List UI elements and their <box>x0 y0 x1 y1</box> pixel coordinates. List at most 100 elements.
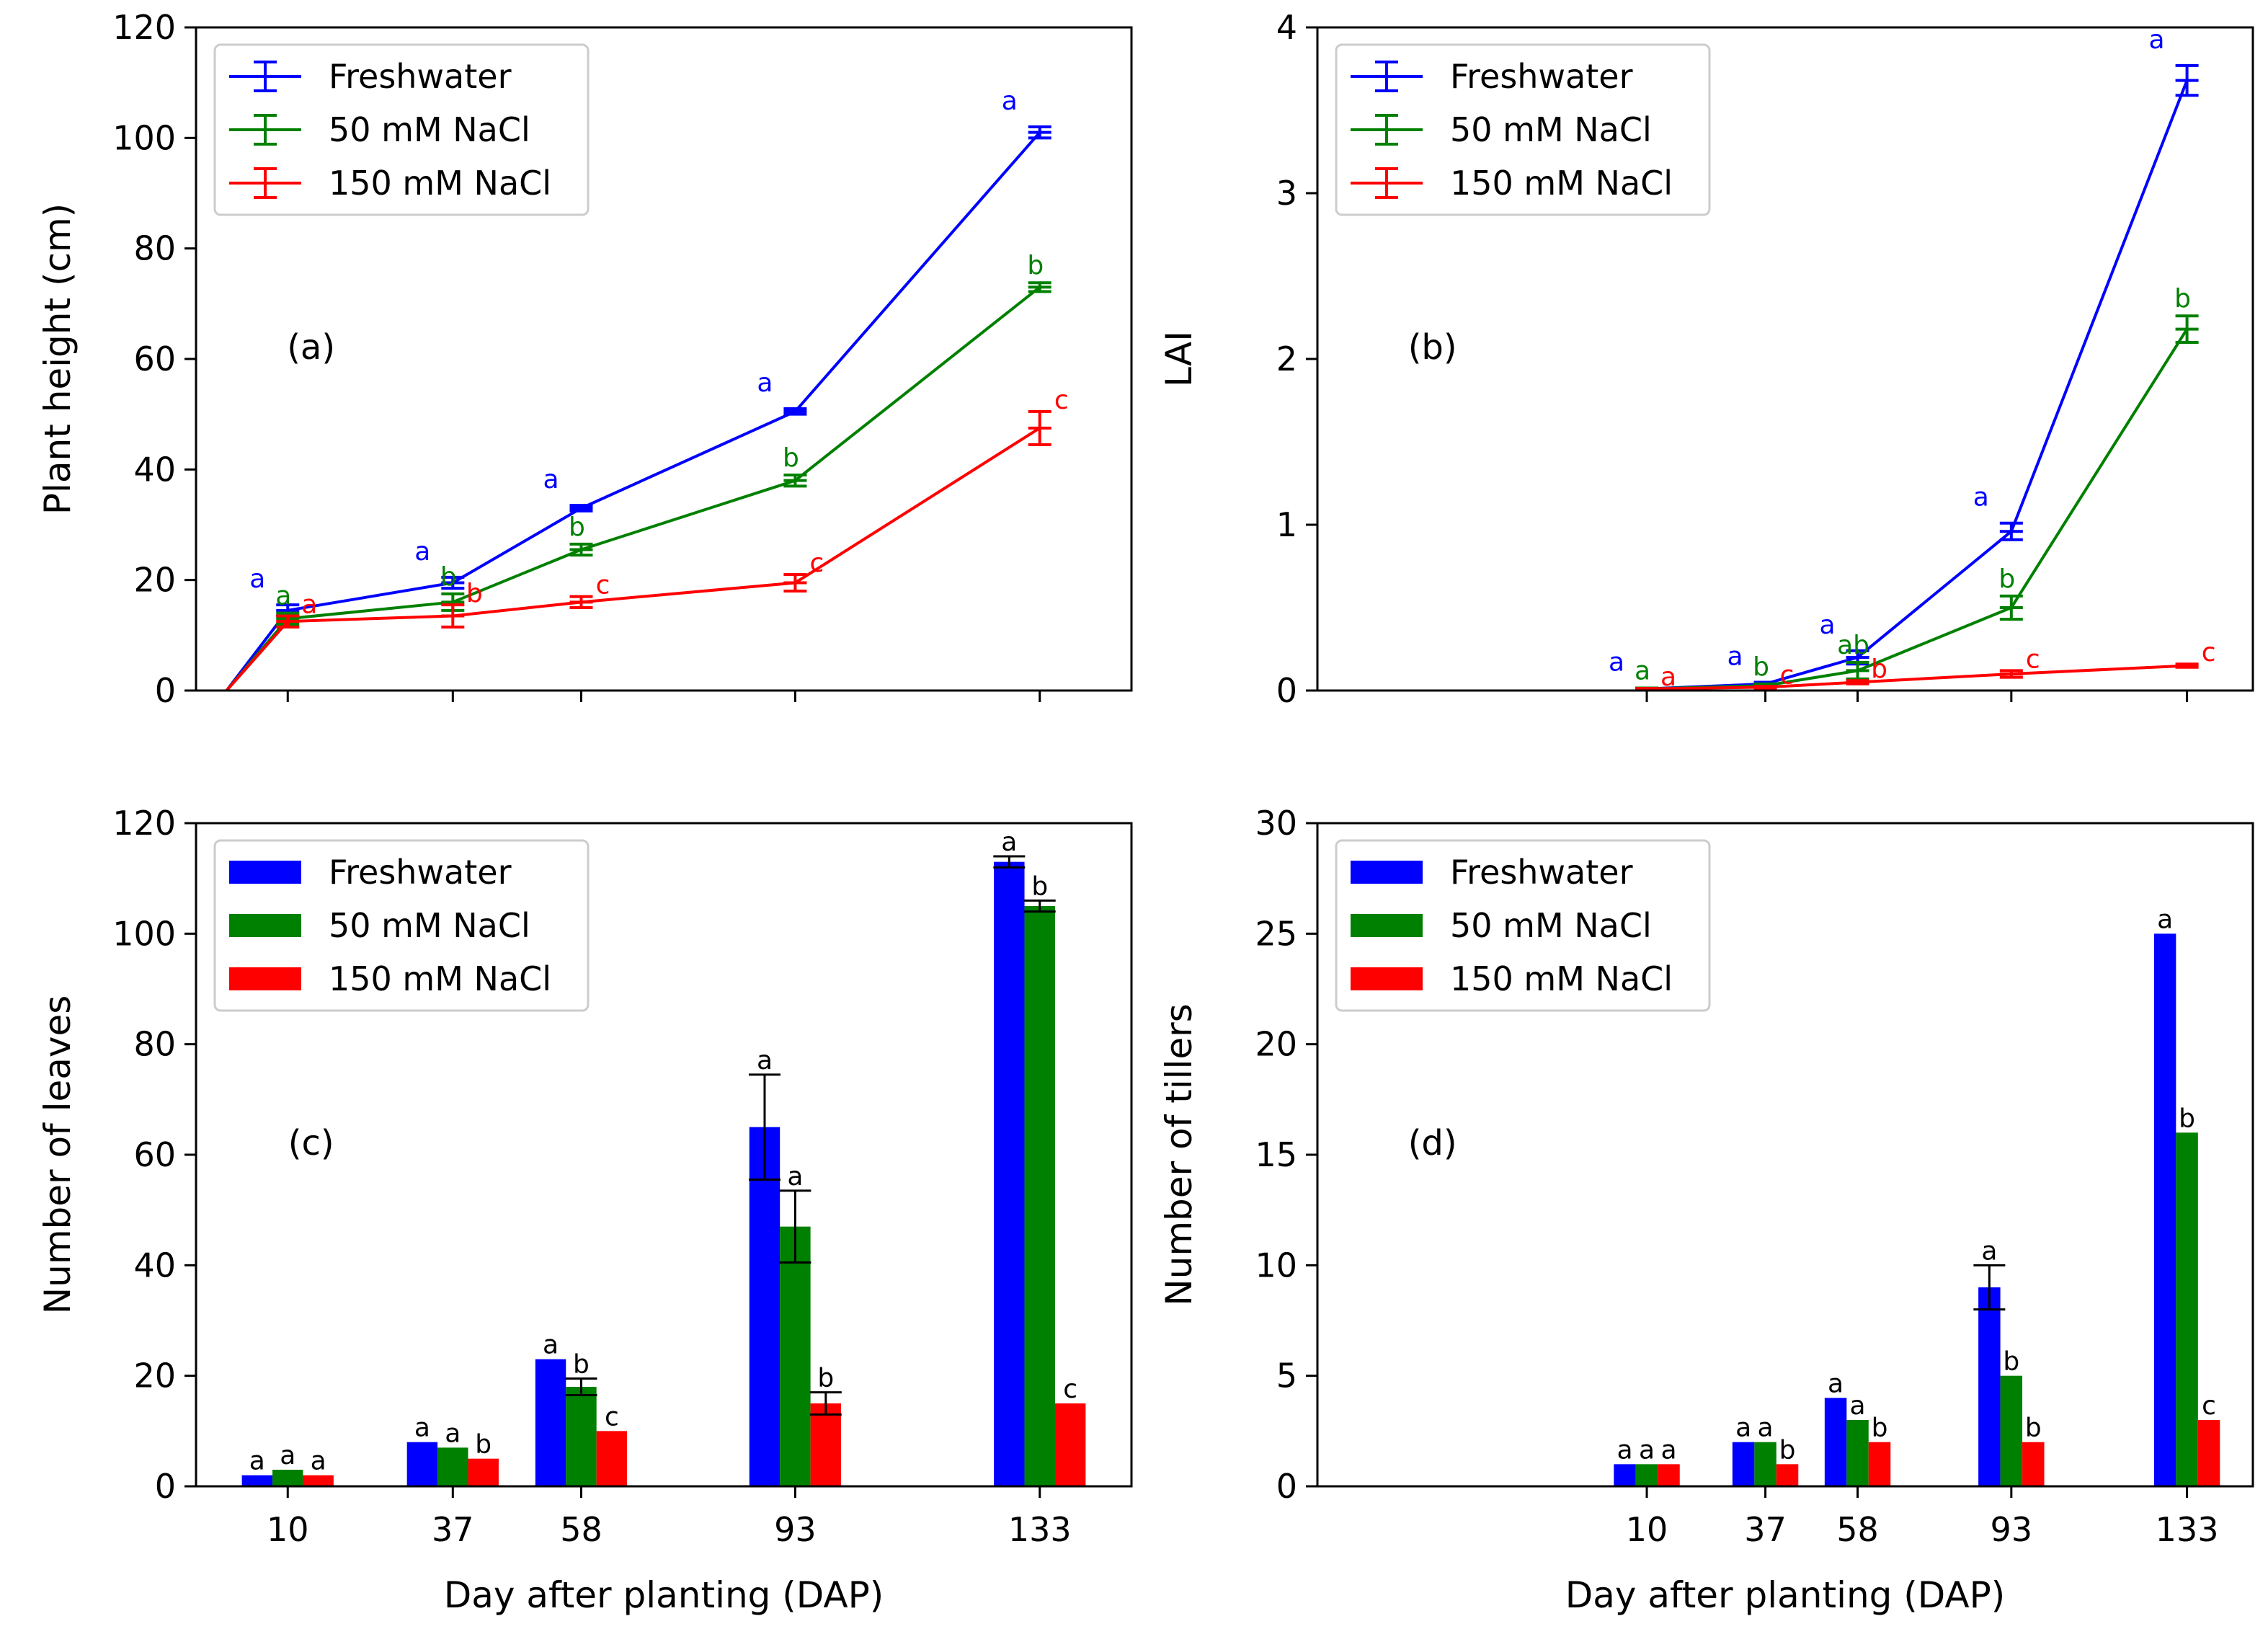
bar-nacl150 <box>596 1431 628 1486</box>
y-tick-label: 0 <box>1276 671 1297 710</box>
bar-nacl50 <box>566 1387 597 1486</box>
error-bar <box>1028 409 1051 446</box>
bar-nacl150 <box>1054 1403 1086 1486</box>
y-tick-label: 0 <box>155 671 176 710</box>
sig-letter: c <box>605 1402 619 1432</box>
y-tick-label: 100 <box>112 914 176 953</box>
bar-freshwater <box>1732 1442 1755 1486</box>
sig-letter: a <box>1660 662 1676 692</box>
sig-letter: c <box>1054 386 1069 415</box>
error-bar <box>2175 314 2199 344</box>
bar-nacl50 <box>1754 1442 1776 1486</box>
bar-nacl50 <box>437 1447 468 1486</box>
y-tick-label: 10 <box>1255 1246 1297 1284</box>
sig-letter: c <box>2026 644 2040 674</box>
bar-freshwater <box>406 1442 438 1486</box>
bar-nacl50 <box>780 1226 811 1486</box>
error-bar <box>1999 594 2023 621</box>
panel-label: (c) <box>288 1123 334 1163</box>
sig-letter: a <box>1981 1236 1997 1266</box>
sig-letter: ab <box>1837 631 1869 660</box>
legend-label: 150 mM NaCl <box>329 959 551 998</box>
error-bar <box>1028 281 1051 293</box>
x-axis-label: Day after planting (DAP) <box>1565 1574 2006 1616</box>
error-bar <box>783 573 807 593</box>
x-tick-label: 37 <box>1744 1510 1787 1549</box>
sig-letter: c <box>1780 660 1795 690</box>
sig-letter: b <box>440 562 457 592</box>
legend-label: Freshwater <box>329 57 512 96</box>
legend-swatch-nacl50 <box>229 914 301 937</box>
y-tick-label: 20 <box>133 1357 176 1395</box>
sig-letter: a <box>1820 611 1836 640</box>
y-tick-label: 80 <box>133 229 176 268</box>
sig-letter: a <box>1828 1369 1844 1398</box>
legend-label: Freshwater <box>329 853 512 892</box>
error-bar <box>1999 521 2023 541</box>
error-bar <box>1023 899 1056 913</box>
y-tick-label: 120 <box>112 804 176 843</box>
legend-swatch-freshwater <box>1351 861 1423 884</box>
error-bar <box>1846 660 1869 680</box>
sig-letter: b <box>2174 284 2191 314</box>
sig-letter: a <box>311 1447 326 1476</box>
y-tick-label: 2 <box>1276 340 1297 378</box>
y-tick-label: 5 <box>1276 1357 1297 1395</box>
legend-box <box>1335 43 1711 216</box>
x-axis-label: Day after planting (DAP) <box>444 1574 884 1616</box>
error-bar <box>569 504 593 512</box>
bar-freshwater <box>1824 1398 1847 1486</box>
y-axis-label: LAI <box>1158 331 1200 387</box>
sig-letter: a <box>787 1162 803 1191</box>
error-bar <box>565 1377 597 1396</box>
sig-letter: a <box>543 1331 559 1360</box>
sig-letter: b <box>2025 1414 2042 1443</box>
sig-letter: a <box>414 1414 430 1443</box>
error-bar <box>748 1073 781 1181</box>
legend-swatch-nacl50 <box>1351 914 1423 937</box>
y-tick-label: 25 <box>1255 914 1297 953</box>
error-bar <box>1846 679 1869 685</box>
bar-nacl50 <box>1846 1420 1869 1486</box>
sig-letter: a <box>414 537 430 567</box>
sig-letter: b <box>2003 1347 2019 1377</box>
panel-label: (a) <box>287 327 335 368</box>
y-tick-label: 3 <box>1276 174 1297 213</box>
sig-letter: b <box>466 579 483 608</box>
legend-swatch-freshwater <box>229 61 301 92</box>
legend-swatch-nacl150 <box>1351 967 1423 990</box>
error-bar <box>441 575 465 590</box>
y-tick-label: 30 <box>1255 804 1297 843</box>
error-bar <box>276 614 300 629</box>
sig-letter: a <box>543 465 559 494</box>
sig-letter: c <box>596 571 610 600</box>
x-tick-label: 133 <box>2156 1510 2219 1549</box>
legend-swatch-nacl50 <box>1351 114 1423 146</box>
y-tick-label: 4 <box>1276 8 1297 47</box>
x-tick-label: 10 <box>267 1510 309 1549</box>
error-bar <box>441 603 465 629</box>
x-tick-label: 10 <box>1626 1510 1668 1549</box>
legend-box <box>213 43 590 216</box>
series-line-nacl150 <box>225 427 1041 692</box>
x-tick-label: 93 <box>774 1510 817 1549</box>
error-bar <box>1028 125 1051 140</box>
sig-letter: a <box>1617 1435 1633 1465</box>
legend-label: 50 mM NaCl <box>1450 906 1652 945</box>
panel-label: (b) <box>1408 327 1457 368</box>
legend-swatch-freshwater <box>1351 61 1423 92</box>
axes-frame <box>1316 822 2254 1488</box>
error-bar <box>569 542 593 557</box>
bar-freshwater <box>749 1127 781 1486</box>
x-tick-label: 58 <box>560 1510 602 1549</box>
panel-c: 0 20 40 60 80 100 120 10 37 58 93 133 Number of leav… <box>37 804 1133 1616</box>
error-bar <box>1635 687 1659 691</box>
bar-freshwater <box>241 1475 273 1486</box>
legend-label: 50 mM NaCl <box>1450 110 1652 149</box>
bar-nacl150 <box>1658 1464 1680 1486</box>
y-tick-label: 15 <box>1255 1135 1297 1174</box>
y-tick-label: 0 <box>1276 1467 1297 1506</box>
